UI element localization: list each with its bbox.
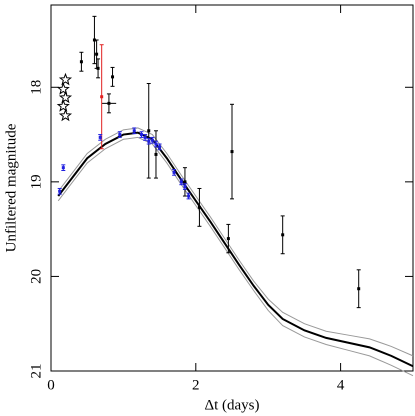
data-point xyxy=(79,60,83,64)
data-point xyxy=(143,135,147,139)
star-point xyxy=(58,90,73,104)
data-point xyxy=(183,180,187,184)
data-point xyxy=(111,75,115,79)
x-tick-label: 2 xyxy=(192,377,200,393)
data-point xyxy=(158,145,162,149)
x-axis-label: Δt (days) xyxy=(204,397,259,413)
data-point xyxy=(61,166,65,170)
data-point xyxy=(357,287,361,291)
data-point xyxy=(230,150,234,154)
data-point xyxy=(179,180,183,184)
y-tick-label: 21 xyxy=(28,364,44,379)
y-tick-label: 18 xyxy=(28,80,44,95)
data-point xyxy=(92,38,96,42)
data-point xyxy=(281,233,285,237)
data-point xyxy=(172,170,176,174)
y-tick-label: 20 xyxy=(28,269,44,284)
data-point xyxy=(95,52,99,56)
data-point xyxy=(226,237,230,241)
y-tick-label: 19 xyxy=(28,174,44,189)
star-point xyxy=(58,72,73,86)
data-point xyxy=(187,194,191,198)
data-point xyxy=(183,185,187,189)
model-curve xyxy=(57,127,414,357)
data-point xyxy=(197,205,201,209)
data-point xyxy=(132,129,136,133)
data-point xyxy=(154,142,158,146)
model-curve xyxy=(57,131,414,368)
data-point xyxy=(154,152,158,156)
x-tick-label: 0 xyxy=(47,377,55,393)
data-point xyxy=(147,139,151,143)
data-point xyxy=(98,135,102,139)
y-axis-label: Unfiltered magnitude xyxy=(3,123,19,252)
data-point xyxy=(58,189,62,193)
data-point xyxy=(147,129,151,133)
data-point xyxy=(150,138,154,142)
data-point xyxy=(100,95,104,99)
star-point xyxy=(58,108,73,122)
model-curve xyxy=(57,136,414,377)
data-point xyxy=(96,66,100,70)
data-point xyxy=(118,133,122,137)
x-tick-label: 4 xyxy=(337,377,345,393)
plot-frame xyxy=(50,4,414,372)
star-point xyxy=(56,82,70,95)
data-point xyxy=(140,133,143,137)
star-point xyxy=(56,99,70,112)
data-point xyxy=(107,101,111,105)
